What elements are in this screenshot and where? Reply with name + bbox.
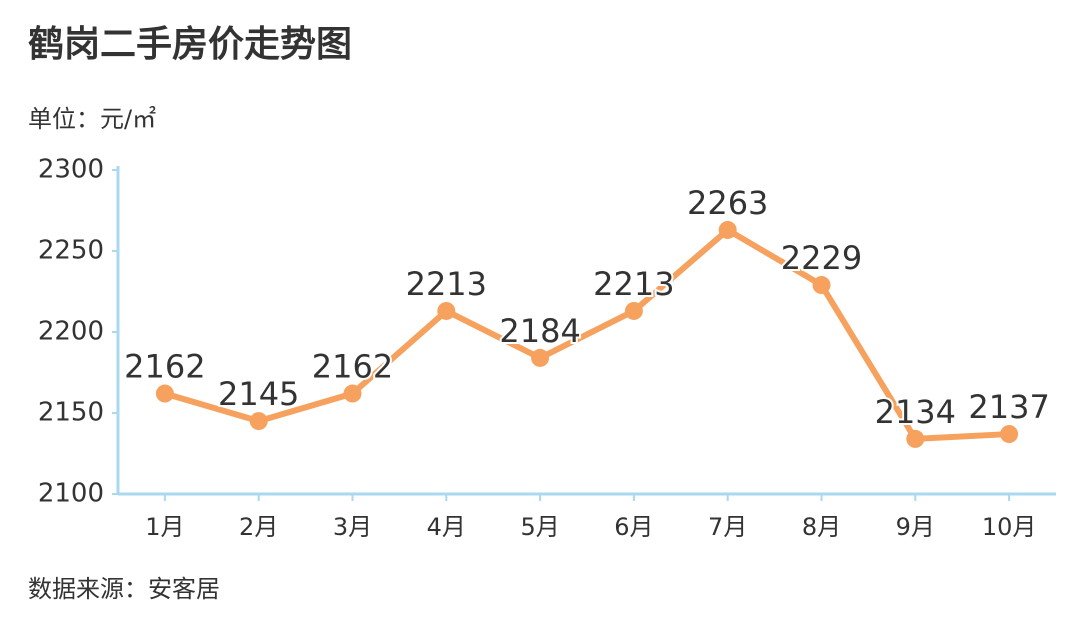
chart-subtitle: 单位：元/㎡ — [28, 105, 156, 133]
point — [1000, 425, 1019, 444]
point — [624, 301, 643, 320]
line — [164, 226, 1010, 442]
point — [812, 276, 831, 295]
data-label: 2213 — [593, 265, 674, 303]
x-tick-label: 7月 — [708, 513, 747, 541]
data-label: 2184 — [499, 312, 580, 350]
point — [437, 301, 456, 320]
data-label: 2162 — [312, 348, 393, 386]
point — [249, 412, 268, 431]
source-note: 数据来源：安客居 — [28, 575, 220, 603]
data-label: 2213 — [406, 265, 487, 303]
x-tick-label: 4月 — [427, 513, 466, 541]
x-tick-label: 6月 — [614, 513, 653, 541]
data-label: 2134 — [875, 393, 956, 431]
point — [906, 429, 925, 448]
x-tick-label: 5月 — [520, 513, 559, 541]
x-tick-label: 1月 — [145, 513, 184, 541]
point — [155, 384, 174, 403]
x-tick-label: 3月 — [333, 513, 372, 541]
data-label: 2229 — [781, 239, 862, 277]
y-tick-label: 2250 — [38, 236, 104, 266]
y-tick-label: 2200 — [38, 317, 104, 347]
point — [531, 348, 550, 367]
data-label: 2145 — [218, 375, 299, 413]
x-tick-label: 10月 — [982, 513, 1037, 541]
y-tick-label: 2300 — [38, 155, 104, 185]
data-label: 2137 — [968, 388, 1049, 426]
point — [343, 384, 362, 403]
x-tick-label: 8月 — [802, 513, 841, 541]
data-label: 2162 — [124, 348, 205, 386]
point — [718, 220, 737, 239]
x-tick-label: 2月 — [239, 513, 278, 541]
y-tick-label: 2100 — [38, 479, 104, 509]
chart-title: 鹤岗二手房价走势图 — [28, 24, 352, 65]
x-tick-label: 9月 — [896, 513, 935, 541]
y-tick-label: 2150 — [38, 398, 104, 428]
data-label: 2263 — [687, 184, 768, 222]
